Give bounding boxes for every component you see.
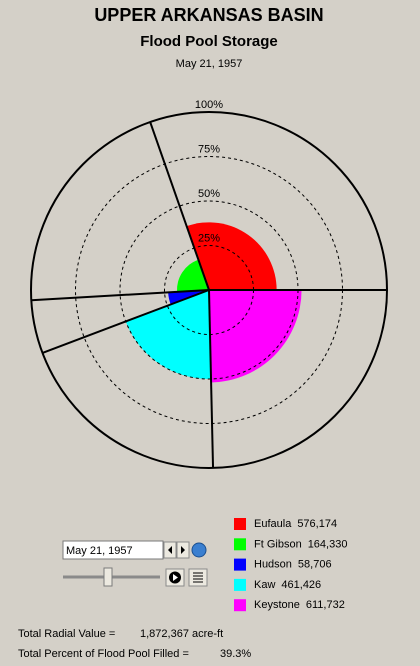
legend-value: 164,330 [308,538,348,550]
sector-boundary [31,289,210,302]
legend-swatch [234,599,246,612]
ring-label: 75% [198,143,220,155]
ring-label: 100% [195,99,223,111]
legend-name: Keystone [254,599,300,611]
chart-subtitle: Flood Pool Storage [140,33,278,50]
sector-boundary [42,289,210,354]
total-radial: Total Radial Value = 1,872,367 acre-ft [18,628,223,640]
legend-entry: Kaw 461,426 [254,579,321,591]
legend-name: Ft Gibson [254,538,302,550]
sector [209,290,302,383]
legend-entry: Hudson 58,706 [254,559,332,571]
chart-date: May 21, 1957 [176,58,243,70]
polar-plot: 25% 50% 75% 100% [30,99,388,469]
legend-entry: Ft Gibson 164,330 [254,538,347,550]
legend-value: 576,174 [297,518,337,530]
next-icon [181,546,185,554]
legend-swatch [234,538,246,551]
legend-entry: Keystone 611,732 [254,599,345,611]
legend-entry: Eufaula 576,174 [254,518,337,530]
chart-title: UPPER ARKANSAS BASIN [94,5,323,25]
report-icon [193,572,203,583]
globe-button[interactable] [191,542,207,558]
ring-label: 50% [198,188,220,200]
legend-name: Eufaula [254,518,292,530]
date-control: May 21, 1957 [62,540,208,587]
report-button[interactable] [188,568,208,587]
ring-label: 25% [198,232,220,244]
legend: Eufaula 576,174 Ft Gibson 164,330 Hudson 58,7… [234,518,347,612]
legend-name: Kaw [254,579,275,591]
total-radial-value: 1,872,367 acre-ft [140,628,223,640]
percent-filled-value: 39.3% [220,648,251,660]
percent-filled: Total Percent of Flood Pool Filled = 39.3… [18,648,251,660]
prev-icon [168,546,172,554]
legend-name: Hudson [254,559,292,571]
legend-value: 611,732 [306,599,345,611]
legend-value: 58,706 [298,559,332,571]
sector-boundary [208,289,215,468]
percent-filled-label: Total Percent of Flood Pool Filled = [18,648,189,660]
date-input-text: May 21, 1957 [66,545,133,557]
legend-swatch [234,518,246,530]
legend-swatch [234,578,246,591]
total-radial-label: Total Radial Value = [18,628,115,640]
play-icon [173,574,178,581]
sector [125,290,212,379]
slider-thumb[interactable] [103,567,113,587]
date-input[interactable] [62,540,164,560]
legend-value: 461,426 [281,579,321,591]
sector [186,222,277,290]
legend-swatch [234,558,246,571]
sector-boundary [149,121,210,291]
